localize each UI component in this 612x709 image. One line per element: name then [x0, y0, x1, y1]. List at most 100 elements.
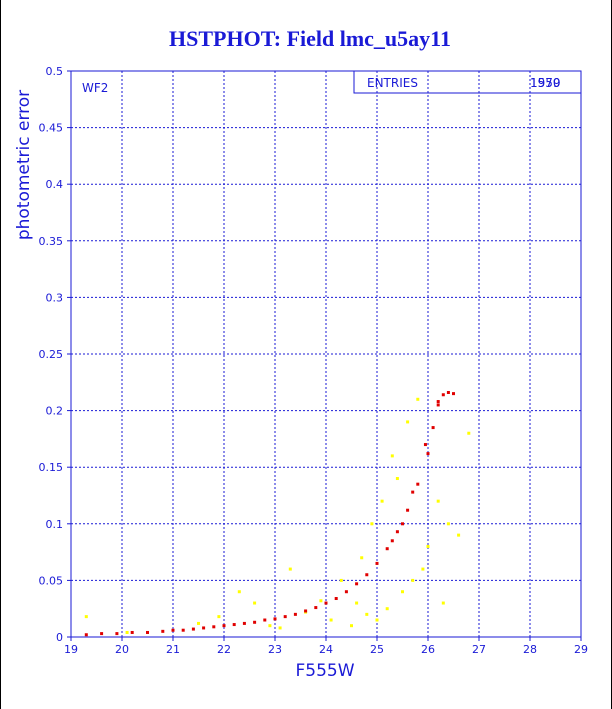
x-tick-label: 20: [115, 643, 129, 656]
data-point: [253, 620, 257, 624]
x-tick-label: 21: [166, 643, 180, 656]
y-tick-label: 0.4: [46, 178, 64, 191]
data-point: [232, 623, 236, 627]
data-point: [293, 612, 297, 616]
stats-value-1: 1979: [530, 76, 561, 90]
data-point: [273, 617, 277, 621]
secondary-data-point: [395, 477, 399, 481]
data-point: [191, 627, 195, 631]
secondary-data-point: [268, 624, 272, 628]
data-point: [84, 633, 88, 637]
data-point: [452, 392, 455, 396]
secondary-data-point: [355, 601, 359, 605]
secondary-data-point: [380, 499, 384, 503]
y-tick-label: 0.45: [39, 122, 64, 135]
y-tick-label: 0.5: [46, 65, 64, 78]
y-tick-label: 0: [56, 631, 63, 644]
data-point: [212, 625, 216, 629]
data-point: [314, 606, 318, 610]
data-point: [375, 561, 379, 565]
secondary-data-point: [390, 454, 394, 458]
data-point: [304, 609, 308, 613]
data-point: [222, 624, 226, 628]
secondary-data-point: [339, 578, 343, 582]
data-point: [385, 547, 389, 551]
secondary-data-point: [421, 567, 425, 571]
data-point: [395, 530, 399, 534]
data-point: [355, 582, 359, 586]
secondary-data-point: [365, 612, 369, 616]
data-point: [441, 393, 445, 397]
x-tick-label: 28: [523, 643, 537, 656]
data-point: [436, 403, 440, 407]
secondary-data-point: [467, 431, 471, 435]
data-point: [146, 630, 149, 634]
data-point: [324, 601, 328, 605]
data-point: [390, 539, 394, 543]
y-axis-label: photometric error: [14, 90, 34, 240]
data-point: [130, 630, 134, 634]
secondary-data-point: [84, 615, 88, 619]
secondary-data-point: [253, 601, 257, 605]
data-point: [426, 452, 430, 456]
secondary-data-point: [426, 544, 430, 548]
x-tick-label: 22: [217, 643, 231, 656]
data-point: [161, 629, 165, 633]
data-point: [202, 626, 206, 630]
secondary-data-point: [416, 397, 420, 401]
y-tick-label: 0.25: [39, 348, 64, 361]
data-point: [263, 618, 267, 622]
secondary-data-point: [360, 556, 364, 560]
data-point: [100, 632, 104, 636]
secondary-data-point: [436, 499, 440, 503]
stats-value-2: 1550: [530, 76, 561, 90]
x-tick-label: 19: [64, 643, 78, 656]
data-point: [411, 490, 415, 494]
y-tick-label: 0.35: [39, 235, 64, 248]
x-tick-label: 26: [421, 643, 435, 656]
secondary-data-point: [278, 626, 282, 630]
data-point: [283, 615, 287, 619]
secondary-data-point: [406, 420, 410, 424]
data-point: [416, 482, 420, 486]
x-tick-label: 29: [574, 643, 588, 656]
data-point: [446, 390, 450, 394]
secondary-data-point: [375, 618, 379, 622]
secondary-data-point: [446, 522, 450, 526]
x-tick-label: 25: [370, 643, 384, 656]
secondary-data-point: [125, 630, 129, 634]
series-points: [84, 390, 471, 637]
data-point: [181, 628, 185, 632]
secondary-data-point: [217, 615, 221, 619]
data-point: [365, 573, 369, 577]
secondary-data-point: [350, 624, 353, 628]
grid-lines: [71, 71, 581, 637]
data-point: [344, 590, 348, 594]
x-axis-label: F555W: [295, 661, 354, 681]
secondary-data-point: [237, 590, 241, 594]
secondary-data-point: [329, 618, 333, 622]
secondary-data-point: [288, 567, 292, 571]
data-point: [115, 632, 119, 636]
y-tick-label: 0.05: [39, 574, 64, 587]
data-point: [334, 597, 338, 601]
secondary-data-point: [441, 601, 445, 605]
x-tick-label: 23: [268, 643, 282, 656]
x-tick-label: 24: [319, 643, 333, 656]
secondary-data-point: [385, 607, 389, 611]
secondary-data-point: [319, 599, 323, 603]
stats-box: [353, 70, 582, 94]
secondary-data-point: [197, 621, 200, 625]
data-point: [406, 508, 410, 512]
data-point: [423, 443, 427, 447]
secondary-data-point: [401, 590, 404, 594]
data-point: [401, 522, 404, 526]
secondary-data-point: [457, 533, 461, 537]
y-tick-label: 0.1: [46, 518, 64, 531]
secondary-data-point: [370, 522, 374, 526]
stats-label: ENTRIES: [367, 76, 418, 90]
y-tick-label: 0.2: [46, 405, 64, 418]
y-tick-label: 0.15: [39, 461, 64, 474]
x-tick-label: 27: [472, 643, 486, 656]
